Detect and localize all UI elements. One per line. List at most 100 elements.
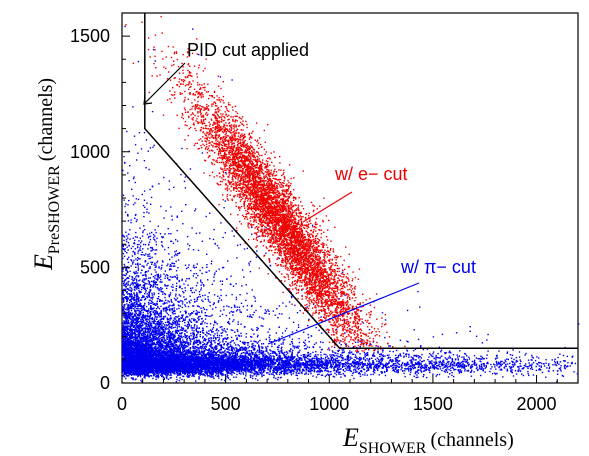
- pion-point: [192, 369, 194, 371]
- pion-point: [202, 356, 205, 359]
- pion-point: [357, 372, 360, 375]
- pion-point: [236, 356, 238, 358]
- pion-point: [273, 366, 275, 368]
- pion-point: [379, 362, 381, 364]
- pion-point: [395, 358, 397, 361]
- pion-point: [354, 356, 356, 358]
- pion-point: [378, 361, 381, 363]
- pion-point: [290, 356, 293, 358]
- pion-point: [266, 364, 268, 366]
- pion-point: [377, 351, 379, 353]
- pion-point: [260, 369, 262, 371]
- pion-point: [337, 361, 339, 363]
- pion-point: [186, 371, 189, 373]
- pion-point: [302, 363, 304, 365]
- pion-point: [473, 363, 475, 365]
- pion-point: [285, 361, 288, 363]
- pion-point: [529, 364, 532, 367]
- pion-point: [291, 331, 294, 333]
- pion-point: [311, 359, 313, 362]
- pion-point: [256, 349, 259, 352]
- pion-point: [153, 357, 155, 359]
- pion-point: [271, 366, 274, 368]
- pion-point: [297, 324, 300, 326]
- pion-point: [287, 356, 290, 359]
- pion-point: [448, 369, 450, 371]
- pion-point: [158, 359, 160, 362]
- pion-point: [271, 350, 274, 353]
- pion-point: [289, 336, 291, 338]
- pion-point: [363, 352, 366, 354]
- pion-point: [312, 361, 314, 364]
- pion-point: [308, 318, 310, 321]
- pion-point: [264, 356, 267, 358]
- pion-point: [314, 354, 317, 356]
- pion-point: [519, 362, 521, 365]
- pion-point: [258, 373, 260, 376]
- pion-point: [301, 370, 304, 372]
- pion-point: [270, 358, 272, 360]
- pion-point: [230, 349, 232, 352]
- pion-point: [270, 368, 272, 370]
- pion-point: [328, 359, 330, 361]
- pion-point: [566, 355, 568, 358]
- pion-point: [132, 378, 134, 381]
- pion-point: [198, 376, 200, 378]
- pion-point: [270, 356, 272, 358]
- pion-point: [510, 370, 512, 372]
- pion-point: [266, 350, 268, 352]
- pion-point: [267, 367, 269, 370]
- pion-point: [559, 361, 562, 363]
- pion-point: [403, 372, 405, 375]
- pion-point: [324, 358, 326, 360]
- pion-point: [267, 366, 270, 368]
- pion-point: [298, 351, 300, 353]
- pion-point: [227, 348, 229, 351]
- pion-point: [246, 359, 248, 361]
- pion-point: [417, 338, 420, 341]
- pion-point: [244, 354, 246, 357]
- pion-point: [246, 368, 248, 370]
- pion-point: [296, 377, 299, 380]
- pion-point: [340, 359, 343, 362]
- pion-point: [276, 346, 279, 349]
- pion-point: [333, 369, 335, 372]
- pion-point: [369, 366, 371, 369]
- pion-point: [338, 366, 341, 368]
- pion-point: [275, 366, 277, 368]
- pion-point: [540, 366, 542, 368]
- pion-point: [304, 362, 307, 364]
- pion-point: [217, 356, 219, 359]
- pion-point: [336, 357, 339, 359]
- pion-point: [269, 369, 271, 372]
- pion-point: [385, 362, 387, 364]
- pion-point: [449, 356, 452, 359]
- pion-point: [267, 352, 269, 354]
- pion-point: [181, 378, 183, 381]
- pion-point: [223, 361, 225, 363]
- pion-point: [278, 346, 280, 349]
- pion-point: [397, 356, 400, 358]
- pion-point: [406, 340, 408, 342]
- pion-point: [188, 374, 190, 377]
- pion-point: [258, 347, 261, 349]
- pion-point: [437, 364, 439, 367]
- pion-point: [163, 378, 165, 380]
- pion-point: [344, 370, 346, 373]
- pion-point: [268, 356, 270, 359]
- pion-point: [231, 360, 233, 363]
- pion-point: [376, 364, 378, 367]
- pion-point: [358, 358, 360, 360]
- pion-point: [468, 356, 470, 358]
- pion-point: [228, 369, 230, 371]
- pion-point: [371, 363, 373, 365]
- pion-point: [524, 354, 526, 356]
- pion-point: [404, 375, 406, 378]
- pion-point: [212, 331, 214, 333]
- pion-point: [175, 371, 178, 374]
- pion-point: [426, 376, 428, 379]
- pion-point: [473, 354, 476, 357]
- pion-point: [451, 363, 454, 366]
- pion-point: [280, 343, 282, 345]
- pion-point: [301, 357, 303, 360]
